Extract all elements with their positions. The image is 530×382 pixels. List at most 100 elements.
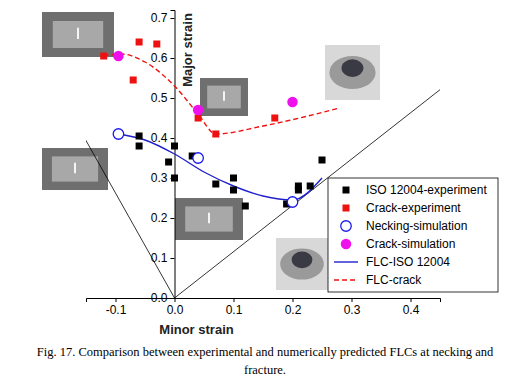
- point: [287, 97, 298, 108]
- point: [295, 187, 302, 194]
- point: [136, 143, 143, 150]
- y-tick: 0.7: [151, 11, 175, 25]
- point: [136, 39, 143, 46]
- photo-cup: [329, 56, 375, 89]
- legend-label: FLC-ISO 12004: [366, 255, 450, 269]
- y-tick-label: 0.5: [151, 91, 168, 105]
- chart: -0.10.00.10.20.30.40.00.10.20.30.40.50.6…: [0, 0, 530, 382]
- photo-background: [42, 148, 108, 190]
- y-axis-title: Major strain: [180, 13, 195, 87]
- point: [230, 187, 237, 194]
- y-tick-label: 0.0: [151, 291, 168, 305]
- point: [100, 53, 107, 60]
- x-tick-label: 0.4: [403, 303, 420, 317]
- caption: Fig. 17. Comparison between experimental…: [37, 345, 494, 359]
- y-tick-label: 0.6: [151, 51, 168, 65]
- photo-specimen: [185, 206, 233, 231]
- point-series: [113, 51, 298, 116]
- y-tick: 0.6: [151, 51, 175, 65]
- specimen-photo: [175, 198, 243, 240]
- y-tick: 0.5: [151, 91, 175, 105]
- photo-specimen: [52, 156, 98, 181]
- x-tick-mark: [234, 298, 235, 302]
- legend-swatch: [334, 261, 358, 262]
- point: [130, 77, 137, 84]
- x-tick-mark: [293, 298, 294, 302]
- x-tick-mark: [352, 298, 353, 302]
- point: [193, 105, 204, 116]
- photo-background: [276, 238, 328, 290]
- legend-label: Necking-simulation: [366, 219, 467, 233]
- photo-crack: [74, 163, 76, 174]
- point: [287, 197, 298, 208]
- legend: ISO 12004-experimentCrack-experimentNeck…: [328, 178, 498, 292]
- axis-line: [87, 299, 441, 303]
- point: [195, 115, 202, 122]
- point: [171, 143, 178, 150]
- point: [136, 133, 143, 140]
- x-tick: 0.1: [226, 298, 243, 317]
- specimen-photo: [42, 148, 108, 190]
- y-tick-mark: [171, 138, 175, 139]
- point: [193, 153, 204, 164]
- x-tick-label: 0.3: [344, 303, 361, 317]
- legend-swatch: [343, 205, 350, 212]
- y-tick-mark: [171, 298, 175, 299]
- x-tick-mark: [116, 298, 117, 302]
- point: [242, 203, 249, 210]
- point: [113, 51, 124, 62]
- point: [212, 181, 219, 188]
- photo-background: [175, 198, 243, 240]
- y-tick-label: 0.3: [151, 171, 168, 185]
- point: [153, 41, 160, 48]
- photo-crack: [208, 213, 210, 224]
- photo-background: [200, 78, 248, 116]
- y-tick-label: 0.1: [151, 251, 168, 265]
- point: [212, 131, 219, 138]
- x-tick: 0.4: [403, 298, 420, 317]
- legend-label: Crack-experiment: [366, 201, 461, 215]
- specimen-photo: [276, 238, 328, 290]
- y-tick-label: 0.7: [151, 11, 168, 25]
- y-tick-mark: [171, 18, 175, 19]
- reference-line: [86, 10, 175, 298]
- photo-crack: [77, 28, 79, 39]
- y-tick: 0.2: [151, 211, 175, 225]
- y-tick-mark: [171, 218, 175, 219]
- legend-swatch: [341, 221, 352, 232]
- point: [113, 129, 124, 140]
- photo-cup: [280, 248, 324, 279]
- legend-swatch: [341, 239, 352, 250]
- reference-lines: [86, 10, 440, 298]
- point: [171, 175, 178, 182]
- curve: [118, 134, 322, 200]
- point: [230, 175, 237, 182]
- x-tick: 0.2: [285, 298, 302, 317]
- plot-area: [100, 39, 340, 210]
- photo-background: [42, 12, 114, 57]
- y-tick: 0.1: [151, 251, 175, 265]
- point: [165, 159, 172, 166]
- x-tick: 0.0: [167, 298, 184, 317]
- photo-crack: [223, 91, 225, 101]
- photo-background: [325, 45, 380, 100]
- specimen-photo: [42, 12, 114, 57]
- x-tick: 0.3: [344, 298, 361, 317]
- point-series: [136, 133, 326, 210]
- specimen-photo: [200, 78, 248, 116]
- y-tick-mark: [171, 98, 175, 99]
- y-axis: 0.00.10.20.30.40.50.60.7: [151, 11, 175, 306]
- legend-label: FLC-crack: [366, 273, 422, 287]
- x-tick-label: 0.0: [167, 303, 184, 317]
- x-tick-label: -0.1: [106, 303, 127, 317]
- point: [271, 115, 278, 122]
- point: [319, 157, 326, 164]
- x-tick: -0.1: [106, 298, 127, 317]
- legend-label: Crack-simulation: [366, 237, 455, 251]
- legend-swatch: [334, 279, 358, 280]
- point-series: [113, 129, 298, 208]
- photo-specimen: [207, 86, 241, 109]
- caption: fracture.: [244, 363, 286, 377]
- y-tick-label: 0.2: [151, 211, 168, 225]
- y-tick-mark: [171, 58, 175, 59]
